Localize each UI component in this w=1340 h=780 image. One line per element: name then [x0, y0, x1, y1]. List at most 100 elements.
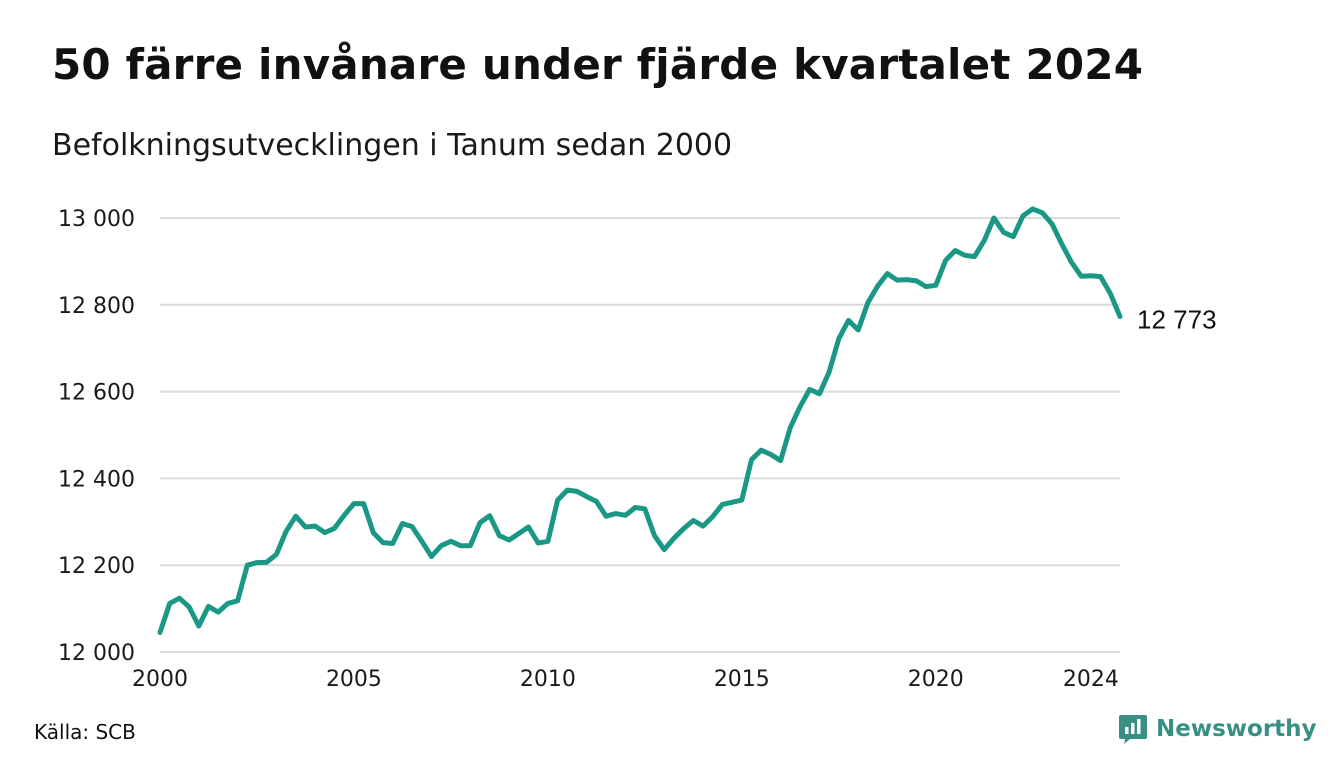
- data-point: [623, 513, 628, 518]
- data-point: [1118, 314, 1123, 319]
- data-point: [827, 370, 832, 375]
- y-tick-label: 12 600: [58, 381, 135, 406]
- data-point: [633, 505, 638, 510]
- y-tick-label: 12 800: [58, 294, 135, 319]
- data-point: [264, 560, 269, 565]
- data-point: [720, 502, 725, 507]
- y-tick-label: 12 000: [58, 641, 135, 666]
- data-point: [788, 425, 793, 430]
- data-point: [991, 216, 996, 221]
- data-point: [497, 533, 502, 538]
- data-point: [313, 524, 318, 529]
- data-point: [807, 387, 812, 392]
- x-tick-label: 2020: [908, 667, 964, 692]
- data-point: [710, 514, 715, 519]
- y-tick-label: 12 200: [58, 554, 135, 579]
- data-point: [419, 539, 424, 544]
- data-point: [924, 284, 929, 289]
- data-point: [555, 498, 560, 503]
- data-point: [681, 526, 686, 531]
- data-point: [1098, 274, 1103, 279]
- data-point: [303, 525, 308, 530]
- data-point: [381, 540, 386, 545]
- data-point: [730, 500, 735, 505]
- data-point: [594, 499, 599, 504]
- data-point: [856, 328, 861, 333]
- y-tick-label: 13 000: [58, 207, 135, 232]
- data-point: [613, 511, 618, 516]
- data-point: [759, 448, 764, 453]
- data-point: [177, 596, 182, 601]
- data-point: [167, 601, 172, 606]
- data-point: [739, 498, 744, 503]
- data-point: [439, 543, 444, 548]
- data-point: [245, 563, 250, 568]
- data-point: [904, 277, 909, 282]
- data-point: [671, 536, 676, 541]
- data-point: [526, 525, 531, 530]
- y-tick-label: 12 400: [58, 467, 135, 492]
- data-point: [1059, 242, 1064, 247]
- data-point: [458, 543, 463, 548]
- data-point: [487, 513, 492, 518]
- data-point: [749, 457, 754, 462]
- x-tick-label: 2015: [714, 667, 770, 692]
- data-point: [895, 278, 900, 283]
- data-point: [982, 238, 987, 243]
- x-tick-label: 2024: [1063, 667, 1119, 692]
- data-point: [662, 547, 667, 552]
- data-point: [342, 513, 347, 518]
- data-point: [914, 278, 919, 283]
- last-value-label: 12 773: [1137, 305, 1217, 335]
- data-point: [642, 506, 647, 511]
- data-point: [361, 501, 366, 506]
- data-point: [507, 538, 512, 543]
- data-point: [1108, 291, 1113, 296]
- data-point: [206, 604, 211, 609]
- data-point: [322, 530, 327, 535]
- data-point: [691, 518, 696, 523]
- data-point: [584, 494, 589, 499]
- data-point: [875, 284, 880, 289]
- data-point: [604, 514, 609, 519]
- data-point: [1088, 273, 1093, 278]
- data-point: [778, 458, 783, 463]
- data-point: [1069, 260, 1074, 265]
- data-point: [817, 391, 822, 396]
- data-point: [284, 529, 289, 534]
- data-point: [1040, 210, 1045, 215]
- data-point: [885, 271, 890, 276]
- brand-name: Newsworthy: [1156, 716, 1317, 742]
- data-point: [1030, 206, 1035, 211]
- data-point: [1001, 230, 1006, 235]
- data-point: [255, 560, 260, 565]
- data-point: [216, 610, 221, 615]
- series-line: [157, 206, 1123, 635]
- data-point: [652, 533, 657, 538]
- chart-title: 50 färre invånare under fjärde kvartalet…: [52, 40, 1144, 89]
- x-tick-label: 2010: [520, 667, 576, 692]
- data-point: [798, 404, 803, 409]
- data-point: [1021, 213, 1026, 218]
- data-point: [429, 554, 434, 559]
- data-point: [410, 524, 415, 529]
- data-point: [274, 552, 279, 557]
- newsworthy-logo-icon: [1119, 715, 1147, 744]
- data-point: [962, 253, 967, 258]
- data-point: [972, 254, 977, 259]
- data-point: [865, 300, 870, 305]
- data-point: [371, 530, 376, 535]
- data-point: [225, 601, 230, 606]
- source-label: Källa: SCB: [34, 720, 136, 744]
- x-tick-label: 2005: [326, 667, 382, 692]
- data-point: [846, 318, 851, 323]
- x-tick-label: 2000: [132, 667, 188, 692]
- data-point: [575, 489, 580, 494]
- data-point: [468, 543, 473, 548]
- data-point: [1079, 274, 1084, 279]
- data-point: [933, 283, 938, 288]
- data-point: [953, 248, 958, 253]
- data-point: [565, 488, 570, 493]
- data-point: [158, 630, 163, 635]
